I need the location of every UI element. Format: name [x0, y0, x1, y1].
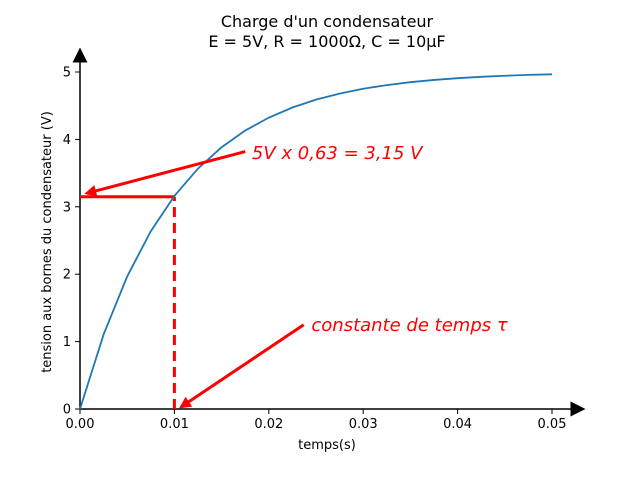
chart-title-line-1: Charge d'un condensateur — [221, 12, 434, 31]
y-tick-label: 5 — [63, 66, 71, 81]
series-line — [79, 73, 553, 410]
x-axis-label: temps(s) — [298, 438, 356, 453]
annotation-arrow — [179, 323, 305, 409]
y-tick-label: 3 — [63, 200, 71, 215]
y-axis-label: tension aux bornes du condensateur (V) — [40, 111, 55, 373]
x-tick-label: 0.04 — [443, 417, 472, 432]
x-tick-label: 0.02 — [254, 417, 283, 432]
y-tick-label: 0 — [63, 403, 71, 418]
x-tick-label: 0.01 — [160, 417, 189, 432]
x-tick-label: 0.00 — [66, 417, 95, 432]
chart-title-line-2: E = 5V, R = 1000Ω, C = 10µF — [208, 32, 445, 51]
y-tick-label: 2 — [63, 268, 71, 283]
x-tick-label: 0.05 — [538, 417, 567, 432]
annotation-text: constante de temps τ — [311, 315, 507, 336]
annotation-arrow — [84, 150, 246, 197]
y-tick-label: 1 — [63, 335, 71, 350]
annotation-text: 5V x 0,63 = 3,15 V — [252, 143, 424, 164]
y-tick-label: 4 — [63, 133, 71, 148]
x-tick-label: 0.03 — [349, 417, 378, 432]
